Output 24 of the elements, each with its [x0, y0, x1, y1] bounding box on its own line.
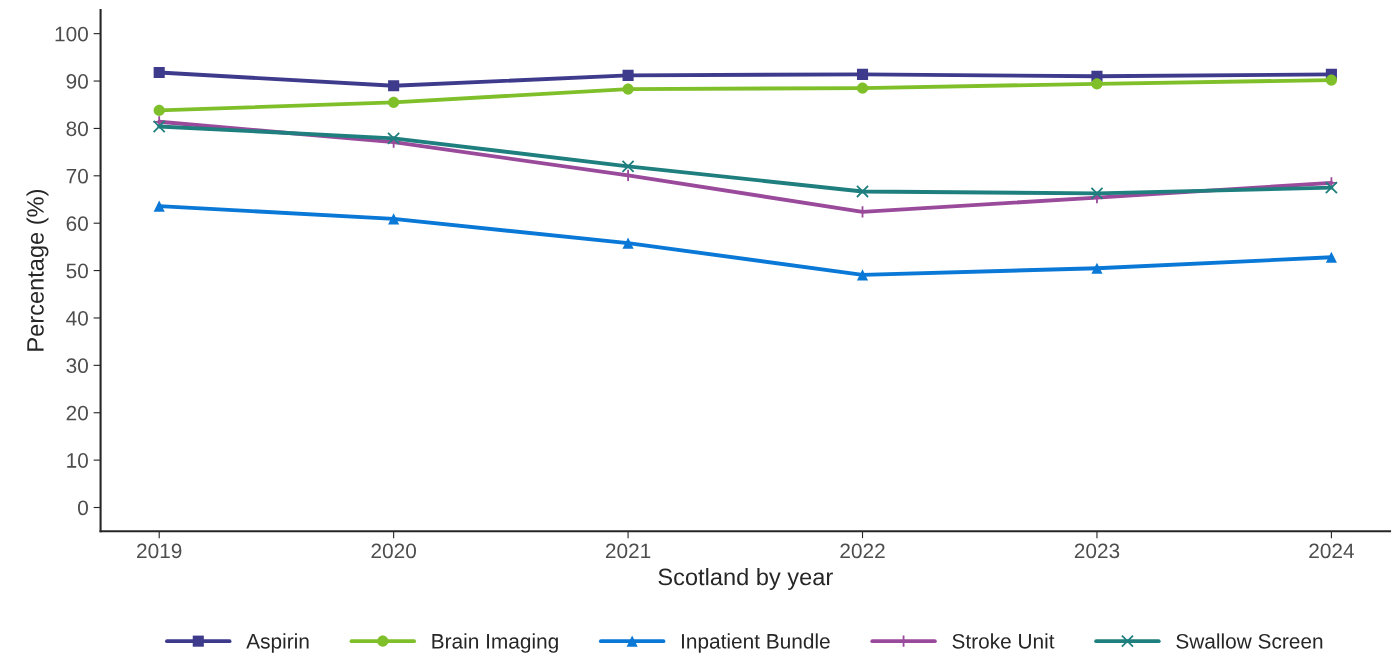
y-tick-label: 80	[66, 121, 88, 137]
y-tick-label: 50	[66, 263, 88, 279]
y-tick-label: 20	[66, 405, 88, 421]
y-tick-label: 100	[55, 26, 88, 42]
x-tick-label: 2019	[137, 543, 182, 559]
x-axis-title: Scotland by year	[658, 567, 833, 590]
legend-label: Brain Imaging	[432, 633, 558, 653]
y-axis-title: Percentage (%)	[26, 190, 49, 351]
y-tick-label: 10	[67, 453, 88, 468]
x-tick-label: 2020	[371, 543, 416, 559]
x-tick-label: 2021	[605, 543, 651, 559]
x-tick-label: 2022	[840, 543, 885, 559]
y-tick-label: 60	[66, 216, 88, 231]
legend-label: Swallow Screen	[1176, 633, 1323, 649]
legend-label: Aspirin	[246, 633, 309, 653]
y-tick-label: 40	[66, 310, 88, 326]
legend-label: Inpatient Bundle	[682, 633, 830, 653]
legend-label: Stroke Unit	[952, 633, 1055, 649]
y-tick-label: 70	[66, 168, 88, 184]
x-tick-label: 2024	[1309, 543, 1354, 559]
y-tick-label: 90	[66, 74, 88, 89]
x-tick-label: 2023	[1074, 543, 1120, 559]
y-tick-label: 30	[66, 358, 88, 374]
y-tick-label: 0	[78, 500, 88, 516]
